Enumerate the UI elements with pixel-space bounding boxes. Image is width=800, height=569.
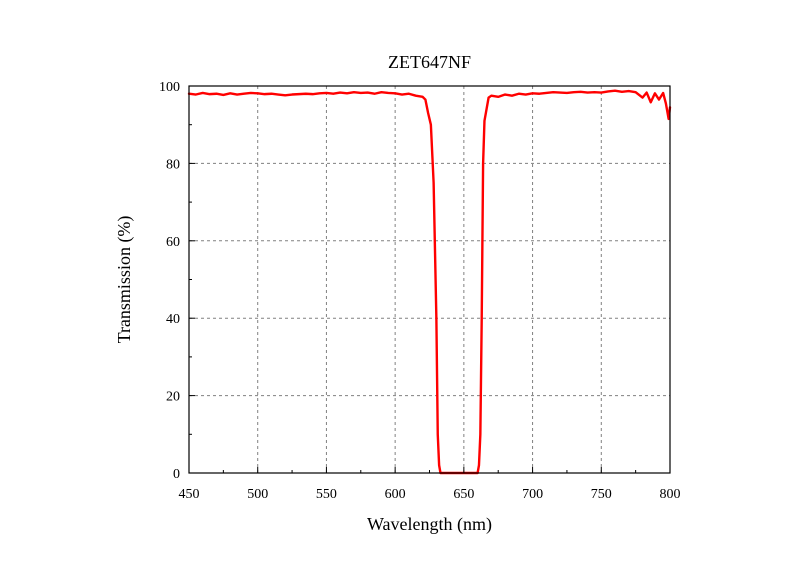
- chart-title: ZET647NF: [388, 52, 471, 72]
- x-tick-label: 650: [453, 487, 474, 502]
- y-tick-label: 40: [166, 312, 180, 327]
- y-axis-title: Transmission (%): [114, 216, 135, 344]
- x-tick-label: 800: [660, 487, 681, 502]
- x-tick-label: 500: [247, 487, 268, 502]
- x-tick-label: 450: [179, 487, 200, 502]
- transmission-series-line: [187, 89, 672, 475]
- x-tick-label: 700: [522, 487, 543, 502]
- y-tick-label: 80: [166, 157, 180, 172]
- y-tick-label: 60: [166, 235, 180, 250]
- y-tick-label: 100: [159, 80, 180, 95]
- y-tick-label: 0: [173, 467, 180, 482]
- tick-layer: [188, 85, 671, 474]
- x-tick-label: 550: [316, 487, 337, 502]
- plot-frame: [188, 85, 671, 474]
- x-axis-title: Wavelength (nm): [367, 514, 492, 535]
- x-tick-label: 600: [385, 487, 406, 502]
- grid-layer: [189, 86, 670, 473]
- y-tick-label: 20: [166, 390, 180, 405]
- tick-label-layer: 450 500 550 600 650 700 750 800 0 20 40 60 80 100: [159, 80, 681, 502]
- x-tick-label: 750: [591, 487, 612, 502]
- series-layer: [187, 89, 672, 475]
